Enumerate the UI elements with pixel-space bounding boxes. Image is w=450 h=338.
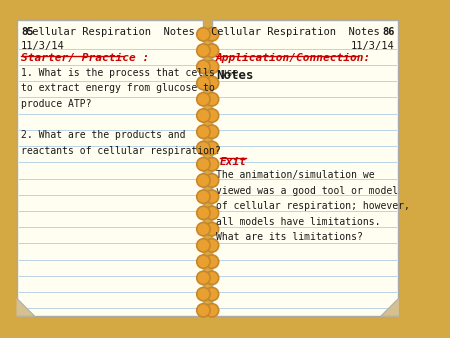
Text: Notes: Notes [216,69,253,82]
Circle shape [197,44,210,57]
Circle shape [205,206,219,220]
Circle shape [205,190,219,203]
Circle shape [197,304,210,317]
Circle shape [205,125,219,139]
Circle shape [205,28,219,41]
Text: Cellular Respiration  Notes: Cellular Respiration Notes [26,27,195,37]
Circle shape [197,206,210,220]
Circle shape [197,109,210,122]
Text: 1. What is the process that cells use
to extract energy from glucose to
produce : 1. What is the process that cells use to… [21,68,239,156]
Text: 86: 86 [382,27,394,37]
Circle shape [197,28,210,41]
Circle shape [197,174,210,187]
Text: 11/3/14: 11/3/14 [351,41,394,51]
Text: The animation/simulation we
viewed was a good tool or model
of cellular respirat: The animation/simulation we viewed was a… [216,170,410,242]
Circle shape [205,271,219,285]
Circle shape [205,60,219,73]
Text: Cellular Respiration  Notes: Cellular Respiration Notes [211,27,380,37]
Circle shape [197,141,210,155]
Circle shape [197,158,210,171]
Circle shape [205,287,219,301]
Text: Application/Connection:: Application/Connection: [216,53,371,64]
Circle shape [205,174,219,187]
Circle shape [197,287,210,301]
Polygon shape [381,299,398,316]
Polygon shape [17,299,34,316]
Circle shape [205,304,219,317]
Circle shape [197,271,210,285]
Circle shape [205,76,219,90]
Text: 85: 85 [21,27,33,37]
Text: 11/3/14: 11/3/14 [21,41,65,51]
Circle shape [197,190,210,203]
Circle shape [197,125,210,139]
Circle shape [205,239,219,252]
Circle shape [205,255,219,268]
Circle shape [205,93,219,106]
Circle shape [197,239,210,252]
Circle shape [197,60,210,73]
Bar [17,20,203,316]
Circle shape [197,255,210,268]
Circle shape [205,158,219,171]
Circle shape [197,76,210,90]
Text: Exit: Exit [220,156,247,167]
Circle shape [205,222,219,236]
Circle shape [197,222,210,236]
Circle shape [205,109,219,122]
Circle shape [205,44,219,57]
Text: Starter/ Practice :: Starter/ Practice : [21,53,149,64]
Bar [212,20,398,316]
Circle shape [205,141,219,155]
Circle shape [197,93,210,106]
